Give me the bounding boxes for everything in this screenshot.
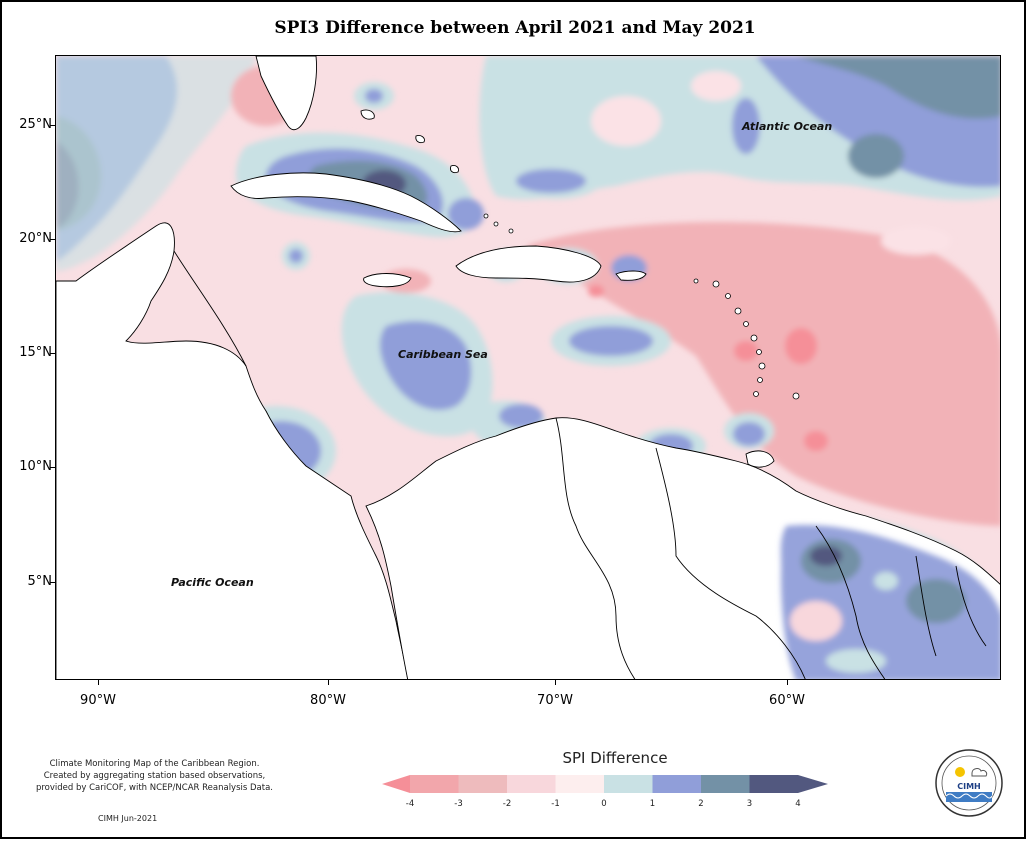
atlantic-ocean-label: Atlantic Ocean: [742, 120, 833, 133]
lesser-antilles: [483, 213, 800, 400]
lat-label-5: 5°N: [27, 574, 53, 589]
lon-tick-90: [98, 680, 99, 685]
lat-tick-25: [50, 125, 55, 126]
cloud-icon: [971, 768, 988, 777]
legend-tick-label: 0: [601, 799, 607, 809]
lat-tick-15: [50, 353, 55, 354]
footer-line-2: Created by aggregating station based obs…: [43, 771, 266, 781]
footer-line-3: provided by CariCOF, with NCEP/NCAR Rean…: [35, 783, 274, 793]
map-panel: Atlantic Ocean Caribbean Sea Pacific Oce…: [55, 55, 1001, 680]
lon-tick-60: [787, 680, 788, 685]
water-icon: [946, 792, 992, 802]
legend-cell: [458, 775, 507, 793]
page-title: SPI3 Difference between April 2021 and M…: [274, 18, 756, 38]
credit-line: CIMH Jun-2021: [98, 814, 158, 823]
lon-tick-70: [555, 680, 556, 685]
legend-tick-label: 2: [698, 799, 704, 809]
guianas-field: [780, 525, 1000, 679]
caribbean-sea-label: Caribbean Sea: [398, 348, 488, 361]
lat-tick-5: [50, 582, 55, 583]
lon-label-60: 60°W: [769, 693, 805, 708]
lon-tick-80: [328, 680, 329, 685]
lon-label-70: 70°W: [537, 693, 573, 708]
cimh-logo: CIMH: [935, 749, 1003, 817]
footer-line-1: Climate Monitoring Map of the Caribbean …: [49, 759, 260, 769]
legend-tick-label: 3: [746, 799, 753, 809]
legend-tick-label: -3: [454, 799, 463, 809]
legend-tick-label: 4: [795, 799, 801, 809]
lat-label-10: 10°N: [19, 459, 52, 474]
sun-icon: [955, 767, 965, 777]
legend-tick-label: 1: [649, 799, 656, 809]
legend-cell: [749, 775, 798, 793]
legend-cell: [652, 775, 701, 793]
legend-arrow-low: [382, 775, 410, 793]
legend-colorbar: [382, 775, 828, 793]
logo-abbr: CIMH: [957, 782, 981, 791]
lon-label-90: 90°W: [80, 693, 116, 708]
legend-cell: [604, 775, 653, 793]
borders: [173, 250, 987, 679]
legend-cell: [507, 775, 556, 793]
map-description: Climate Monitoring Map of the Caribbean …: [22, 758, 287, 794]
legend-cell: [555, 775, 604, 793]
legend-title: SPI Difference: [562, 749, 668, 767]
lat-label-20: 20°N: [19, 231, 52, 246]
spi-map: [56, 56, 1000, 679]
lat-tick-10: [50, 467, 55, 468]
legend-tick-label: -1: [551, 799, 560, 809]
legend-cell: [410, 775, 459, 793]
legend-arrow-high: [798, 775, 828, 793]
lat-label-25: 25°N: [19, 117, 52, 132]
lon-label-80: 80°W: [310, 693, 346, 708]
lat-label-15: 15°N: [19, 345, 52, 360]
legend-tick-label: -4: [405, 799, 415, 809]
legend-cell: [701, 775, 750, 793]
pacific-ocean-label: Pacific Ocean: [171, 576, 254, 589]
legend-tick-label: -2: [502, 799, 512, 809]
lat-tick-20: [50, 239, 55, 240]
